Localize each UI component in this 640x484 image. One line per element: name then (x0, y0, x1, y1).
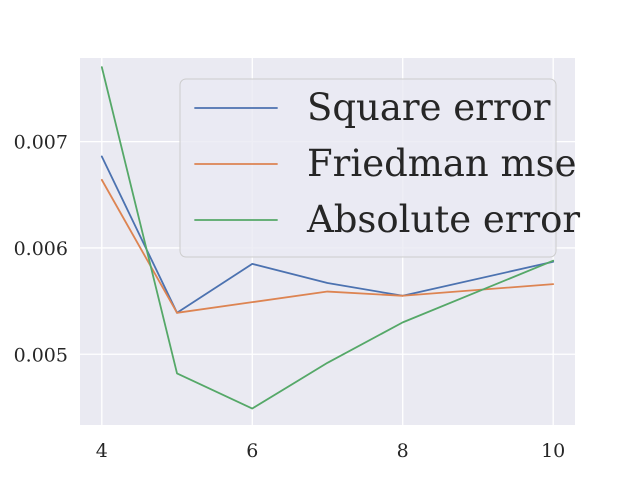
legend-label-friedman-mse: Friedman mse (307, 142, 576, 185)
series-lines (100, 66, 555, 410)
x-tick-label: 10 (541, 440, 565, 462)
legend-label-absolute-error: Absolute error (306, 198, 580, 241)
series-line-square-error (100, 155, 555, 314)
series-line-absolute-error (100, 66, 555, 410)
y-axis-ticks: 0.005 0.006 0.007 (14, 132, 68, 367)
series-line-friedman-mse (100, 178, 555, 314)
y-tick-label: 0.005 (14, 344, 68, 366)
x-tick-label: 4 (96, 440, 108, 462)
x-axis-ticks: 4 6 8 10 (96, 440, 566, 462)
y-tick-label: 0.006 (14, 238, 68, 260)
legend-label-square-error: Square error (307, 86, 551, 129)
legend: Square error Friedman mse Absolute error (179, 78, 580, 258)
legend-box (179, 78, 557, 258)
x-tick-label: 8 (397, 440, 409, 462)
x-tick-label: 6 (246, 440, 258, 462)
y-tick-label: 0.007 (14, 132, 68, 154)
